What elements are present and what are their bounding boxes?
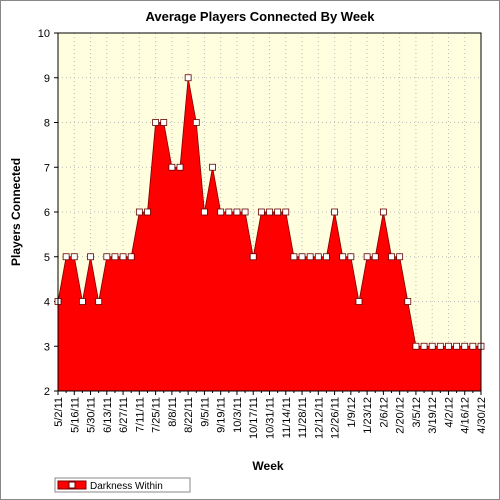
- y-tick-label: 3: [44, 341, 50, 353]
- marker: [192, 119, 200, 126]
- marker: [103, 253, 111, 261]
- marker: [127, 253, 135, 261]
- chart-title: Average Players Connected By Week: [145, 9, 375, 24]
- x-tick-label: 2/6/12: [378, 397, 390, 428]
- marker: [201, 208, 208, 216]
- marker: [241, 208, 249, 216]
- x-tick-label: 10/31/11: [265, 397, 277, 439]
- marker: [314, 253, 322, 261]
- x-tick-label: 6/27/11: [118, 397, 130, 433]
- x-tick-label: 6/13/11: [102, 397, 114, 433]
- marker: [436, 342, 444, 350]
- x-tick-label: 12/12/11: [313, 397, 325, 439]
- x-tick-label: 2/20/12: [395, 397, 407, 434]
- x-tick-label: 9/19/11: [216, 397, 228, 433]
- x-tick-label: 1/23/12: [362, 397, 374, 434]
- plot-border: [57, 32, 482, 392]
- marker: [469, 342, 477, 350]
- marker: [363, 253, 371, 261]
- marker: [282, 208, 290, 216]
- x-tick-label: 11/14/11: [281, 397, 293, 438]
- marker: [379, 208, 387, 216]
- y-tick-label: 6: [44, 207, 50, 219]
- legend: Darkness Within: [54, 477, 191, 493]
- x-tick-label: 4/30/12: [476, 397, 488, 434]
- legend-marker: [68, 481, 76, 489]
- marker: [257, 208, 265, 216]
- marker: [298, 253, 306, 261]
- x-tick-label: 4/2/12: [443, 397, 455, 428]
- marker: [152, 119, 160, 126]
- marker: [274, 208, 282, 216]
- marker: [87, 253, 94, 261]
- marker: [168, 163, 176, 171]
- marker: [184, 74, 192, 82]
- x-tick-label: 5/16/11: [69, 397, 81, 433]
- marker: [412, 342, 420, 350]
- marker: [225, 208, 233, 216]
- marker: [428, 342, 436, 350]
- marker: [355, 298, 363, 305]
- y-tick-label: 4: [44, 297, 50, 309]
- marker: [290, 253, 298, 261]
- x-tick-label: 1/9/12: [346, 397, 358, 428]
- marker: [160, 119, 168, 126]
- marker: [420, 342, 428, 350]
- marker: [445, 342, 452, 350]
- marker: [323, 253, 330, 261]
- marker: [135, 208, 143, 216]
- marker: [461, 342, 469, 350]
- marker: [79, 298, 86, 305]
- x-tick-label: 8/22/11: [183, 397, 195, 433]
- marker: [62, 253, 70, 261]
- marker: [306, 253, 314, 261]
- marker: [70, 253, 78, 261]
- marker: [266, 208, 273, 216]
- y-tick-label: 5: [44, 252, 50, 264]
- x-tick-label: 7/25/11: [151, 397, 163, 433]
- legend-box: [54, 477, 191, 493]
- x-tick-label: 8/8/11: [167, 397, 179, 427]
- x-tick-label: 10/3/11: [232, 397, 244, 433]
- marker: [347, 253, 355, 261]
- marker: [404, 298, 412, 305]
- y-tick-label: 2: [44, 386, 50, 398]
- x-axis-title: Week: [252, 459, 283, 473]
- marker: [388, 253, 395, 261]
- y-tick-label: 9: [44, 73, 50, 85]
- marker: [371, 253, 379, 261]
- y-axis-title: Players Connected: [9, 158, 23, 266]
- x-tick-label: 3/19/12: [427, 397, 439, 434]
- marker: [249, 253, 257, 261]
- marker: [111, 253, 119, 261]
- marker: [95, 298, 103, 305]
- marker: [339, 253, 347, 261]
- marker: [217, 208, 225, 216]
- y-tick-label: 7: [44, 162, 50, 174]
- x-tick-label: 11/28/11: [297, 397, 309, 438]
- marker: [453, 342, 460, 350]
- marker: [233, 208, 241, 216]
- x-tick-label: 12/26/11: [330, 397, 342, 439]
- marker: [396, 253, 404, 261]
- y-tick-label: 10: [38, 28, 50, 40]
- marker: [144, 208, 151, 216]
- x-tick-label: 5/30/11: [86, 397, 98, 433]
- x-tick-label: 4/16/12: [460, 397, 472, 434]
- x-tick-label: 5/2/11: [53, 397, 65, 427]
- x-tick-label: 9/5/11: [199, 397, 211, 427]
- legend-label: Darkness Within: [90, 481, 163, 492]
- y-tick-label: 8: [44, 118, 50, 130]
- x-tick-label: 7/11/11: [134, 397, 146, 432]
- marker: [209, 163, 216, 171]
- marker: [331, 208, 338, 216]
- marker: [176, 163, 184, 171]
- marker: [119, 253, 127, 261]
- x-tick-label: 3/5/12: [411, 397, 423, 428]
- x-tick-label: 10/17/11: [248, 397, 260, 439]
